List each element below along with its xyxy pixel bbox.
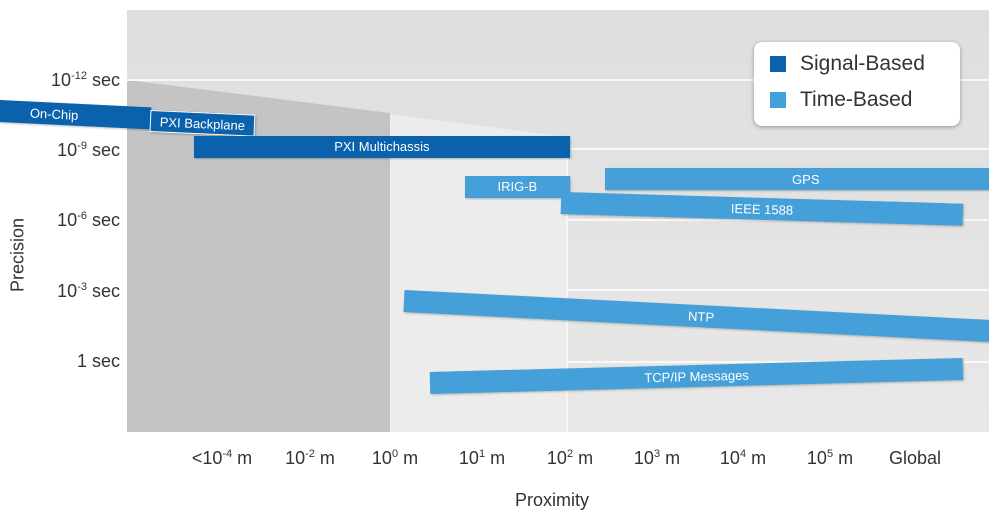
- bar-pxi-multichassis: PXI Multichassis: [193, 135, 570, 158]
- legend-swatch-time: [770, 92, 786, 108]
- x-tick-label-6: 104 m: [719, 448, 767, 468]
- near-region: [127, 80, 390, 432]
- legend-label-signal: Signal-Based: [800, 52, 925, 75]
- x-tick-label-2: 100 m: [371, 448, 419, 468]
- bar-gps: GPS: [604, 168, 989, 191]
- legend-item-time: Time-Based: [770, 88, 912, 112]
- bar-label: NTP: [687, 308, 715, 325]
- bar-irig-b: IRIG-B: [464, 175, 570, 198]
- bar-label: PXI Multichassis: [334, 139, 430, 155]
- y-tick-label-3: 10-3 sec: [57, 281, 120, 301]
- legend-item-signal: Signal-Based: [770, 52, 925, 76]
- y-tick-label-0: 10-12 sec: [51, 70, 120, 90]
- x-tick-label-4: 102 m: [546, 448, 594, 468]
- x-tick-label-0: <10-4 m: [191, 448, 253, 468]
- x-tick-label-5: 103 m: [633, 448, 681, 468]
- bar-label: GPS: [792, 171, 820, 187]
- bar-label: TCP/IP Messages: [644, 367, 749, 385]
- y-tick-label-2: 10-6 sec: [57, 210, 120, 230]
- x-tick-label-7: 105 m: [806, 448, 854, 468]
- chart-legend: Signal-Based Time-Based: [754, 42, 960, 126]
- bar-label: IEEE 1588: [730, 200, 794, 218]
- x-tick-label-8: Global: [888, 448, 942, 468]
- y-tick-label-4: 1 sec: [76, 351, 120, 371]
- legend-label-time: Time-Based: [800, 88, 913, 111]
- legend-swatch-signal: [770, 56, 786, 72]
- x-axis-title: Proximity: [514, 490, 590, 510]
- x-tick-label-3: 101 m: [458, 448, 506, 468]
- bar-label: IRIG-B: [497, 179, 538, 194]
- y-tick-label-1: 10-9 sec: [57, 140, 120, 160]
- x-tick-label-1: 10-2 m: [285, 448, 335, 468]
- bar-pxi-backplane: PXI Backplane: [149, 109, 256, 137]
- bar-label: PXI Backplane: [159, 113, 246, 133]
- bar-label: On-Chip: [29, 105, 79, 123]
